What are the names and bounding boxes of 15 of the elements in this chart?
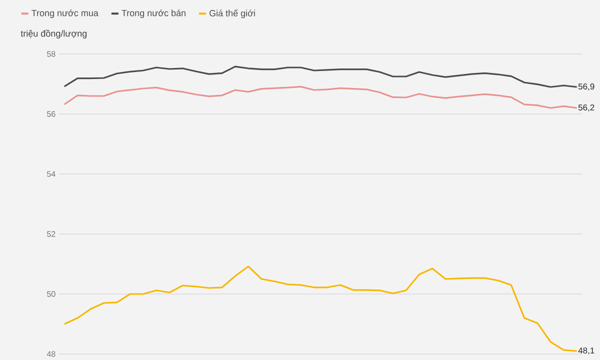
y-tick-label: 54	[47, 171, 56, 177]
legend-label: Trong nước mua	[32, 9, 98, 18]
data-label: 56,2	[578, 104, 594, 112]
y-tick-label: 52	[47, 231, 56, 237]
y-tick-label: 48	[46, 351, 56, 357]
legend-label: Giá thế giới	[210, 9, 255, 18]
line-series	[64, 86, 578, 109]
y-tick-label: 50	[47, 291, 56, 297]
data-label: 48,1	[578, 347, 594, 354]
line-series	[64, 266, 578, 352]
y-tick-label: 56	[47, 111, 56, 117]
y-axis-title: triệu đồng/lượng	[20, 30, 87, 38]
legend-label: Trong nước bán	[122, 9, 186, 18]
data-label: 56,9	[578, 83, 594, 90]
y-tick-label: 58	[47, 51, 56, 57]
